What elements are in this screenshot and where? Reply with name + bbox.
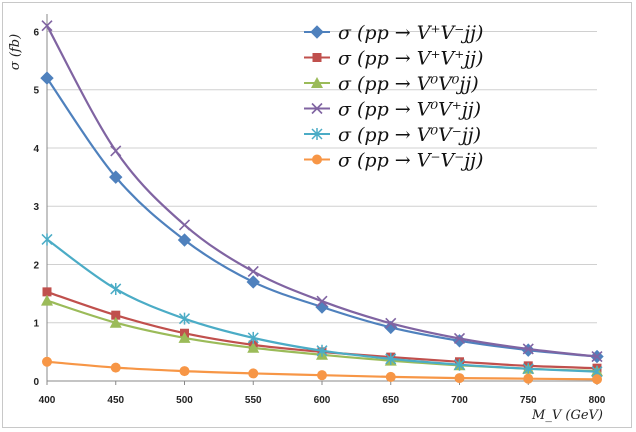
legend-item-1: σ (pp → V⁺V⁻jj): [304, 22, 483, 44]
series-5-point: [316, 344, 328, 357]
y-tick-label: 6: [33, 27, 39, 38]
legend: σ (pp → V⁺V⁻jj) σ (pp → V⁺V⁺jj) σ (pp → V⁰…: [304, 22, 483, 172]
series-6-point: [454, 373, 465, 384]
legend-label: σ (pp → V⁰V⁺jj): [338, 99, 481, 121]
legend-item-5: σ (pp → V⁰V⁻jj): [304, 124, 481, 146]
series-5-point: [41, 233, 53, 246]
series-6-point: [110, 362, 121, 373]
grid-lines: [47, 30, 597, 324]
series-4-point: [453, 332, 466, 345]
x-tick-label: 700: [451, 395, 468, 406]
y-tick-label: 4: [33, 144, 39, 155]
legend-swatch-marker: [312, 154, 322, 165]
series-5-point: [178, 312, 191, 325]
x-tick-label: 400: [39, 395, 56, 406]
legend-label: σ (pp → V⁺V⁻jj): [338, 22, 483, 44]
series-1-line: [46, 77, 598, 358]
series-4-line: [46, 25, 598, 358]
series-2-point: [111, 310, 121, 320]
series-6-point: [317, 370, 327, 381]
axes: [46, 14, 598, 385]
y-tick-label: 3: [33, 202, 39, 213]
series-6-point: [248, 368, 259, 379]
series-5-point: [385, 352, 397, 365]
series-1-point: [109, 170, 123, 184]
legend-label: σ (pp → V⁰V⁰jj): [338, 73, 479, 95]
legend-item-6: σ (pp → V⁻V⁻jj): [304, 150, 483, 172]
series-1-point: [246, 275, 260, 289]
series-4-point: [178, 219, 191, 231]
x-axis-title: M_V (GeV): [531, 408, 603, 423]
series-4: [41, 20, 603, 363]
series-1-point: [40, 71, 54, 85]
x-tick-label: 500: [176, 395, 193, 406]
series-3-point: [178, 331, 191, 343]
legend-label: σ (pp → V⁰V⁻jj): [338, 124, 481, 146]
legend-swatch-marker: [312, 53, 322, 62]
series-6: [42, 356, 602, 385]
series-4-point: [522, 343, 534, 355]
legend-item-3: σ (pp → V⁰V⁰jj): [304, 73, 479, 95]
x-tick-label: 550: [245, 395, 262, 406]
legend-swatch-marker: [311, 102, 323, 115]
legend-label: σ (pp → V⁺V⁺jj): [338, 48, 483, 70]
series-4-point: [591, 350, 603, 363]
y-tick-labels: 0 1 2 3 4 5 6: [33, 27, 39, 388]
series-5: [41, 233, 603, 378]
series-2-point: [42, 287, 52, 297]
series-4-point: [110, 145, 122, 157]
legend-item-2: σ (pp → V⁺V⁺jj): [304, 48, 483, 70]
series-6-point: [179, 366, 190, 377]
y-tick-label: 2: [33, 260, 39, 271]
y-tick-label: 0: [33, 377, 39, 388]
series-5-point: [522, 362, 534, 375]
x-tick-label: 800: [589, 395, 606, 406]
series-1-point: [177, 233, 192, 247]
series-4-point: [316, 295, 328, 307]
series-6-point: [42, 356, 52, 367]
legend-swatch-marker: [311, 128, 323, 140]
series-6-point: [592, 374, 602, 385]
x-tick-label: 750: [520, 395, 537, 406]
x-tick-label: 450: [107, 395, 124, 406]
series-4-point: [385, 317, 397, 329]
x-tick-label: 600: [314, 395, 331, 406]
series-5-point: [247, 331, 259, 344]
legend-label: σ (pp → V⁻V⁻jj): [338, 150, 483, 172]
series-4-point: [41, 20, 53, 32]
x-tick-labels: 400 450 500 550 600 650 700 750 800: [39, 395, 606, 406]
series-3-point: [41, 294, 53, 306]
legend-item-4: σ (pp → V⁰V⁺jj): [304, 99, 481, 121]
legend-swatch-marker: [311, 77, 323, 88]
series-3-point: [247, 341, 260, 353]
y-axis-title: σ (fb): [8, 34, 23, 70]
chart-frame: [2, 2, 632, 428]
series-5-point: [110, 282, 122, 295]
series-layer: [40, 20, 604, 385]
series-6-point: [385, 371, 396, 382]
series-4-point: [247, 265, 259, 278]
y-tick-label: 1: [33, 319, 39, 330]
legend-swatch-marker: [310, 25, 324, 39]
series-5-point: [453, 358, 466, 371]
y-tick-label: 5: [33, 86, 39, 97]
series-3-point: [109, 316, 122, 328]
series-6-point: [523, 373, 534, 384]
x-tick-label: 650: [382, 395, 399, 406]
